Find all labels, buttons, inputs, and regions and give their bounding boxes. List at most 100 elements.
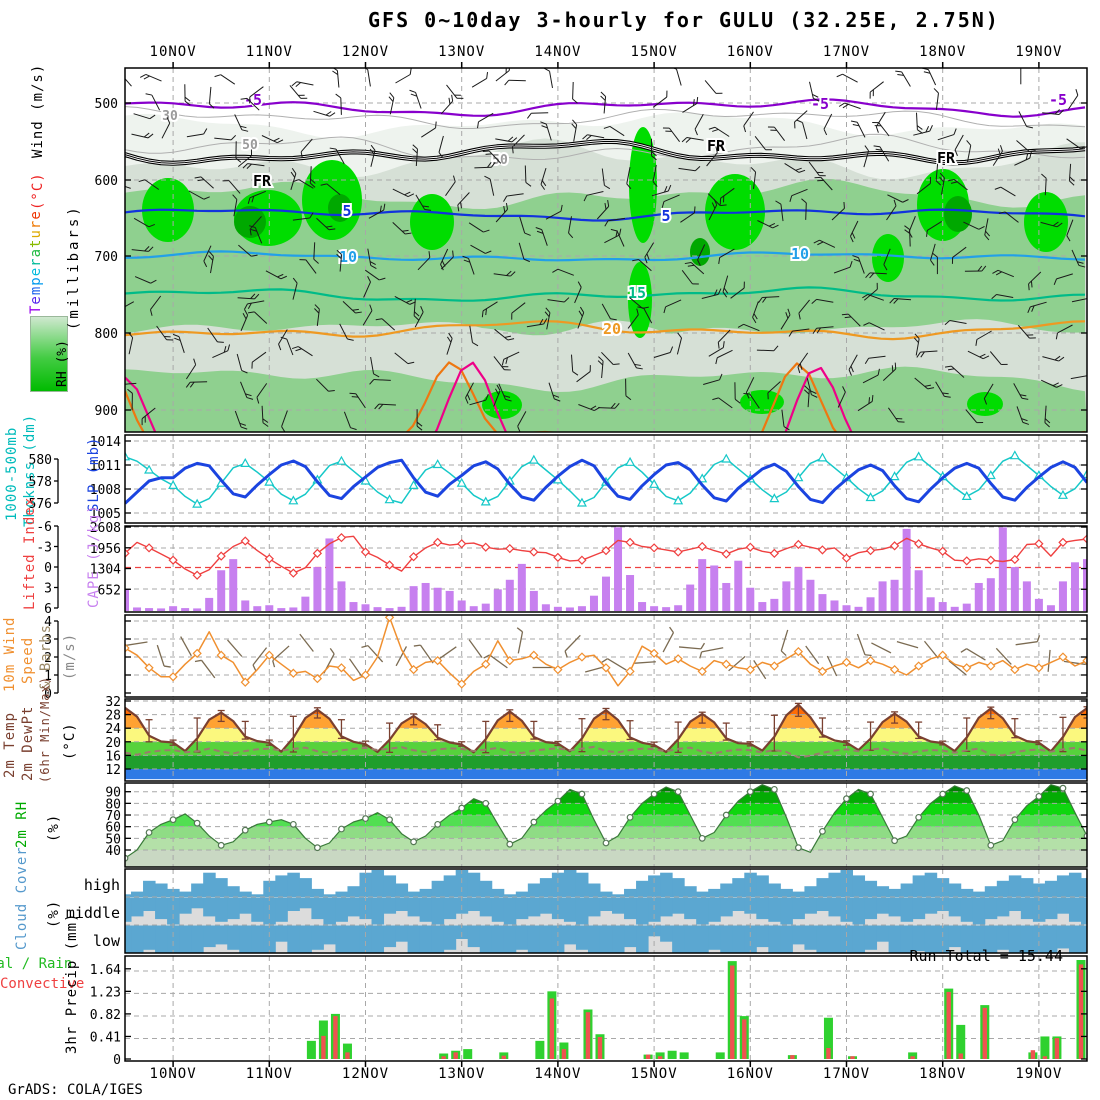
- svg-text:50: 50: [492, 153, 508, 168]
- panel-wind10m: [125, 615, 1087, 697]
- svg-text:4: 4: [44, 615, 52, 630]
- svg-text:60: 60: [105, 821, 121, 836]
- axes: 5006007008009001014101110081005260819561…: [29, 62, 1088, 1068]
- date-label-11nov: 11NOV: [245, 1066, 293, 1082]
- svg-text:16: 16: [105, 749, 121, 764]
- degc-axis-label: (°C): [30, 172, 46, 210]
- run-total-text: Run Total = 15.44: [909, 947, 1063, 965]
- svg-text:5: 5: [342, 202, 351, 220]
- date-label-18nov: 18NOV: [919, 1066, 967, 1082]
- svg-text:1005: 1005: [90, 507, 121, 522]
- svg-text:1956: 1956: [90, 542, 121, 557]
- svg-text:24: 24: [105, 722, 121, 737]
- temp2m-axis-label-1: 2m Temp: [2, 711, 18, 778]
- panel-temp2m: [125, 699, 1087, 781]
- temp2m-units-label: (°C): [62, 722, 78, 760]
- date-label-16nov: 16NOV: [726, 44, 774, 60]
- svg-text:500: 500: [95, 97, 118, 112]
- date-label-18nov: 18NOV: [919, 44, 967, 60]
- svg-text:-6: -6: [36, 520, 52, 535]
- svg-text:-5: -5: [1049, 91, 1067, 109]
- svg-text:20: 20: [603, 320, 621, 338]
- date-label-11nov: 11NOV: [245, 44, 293, 60]
- svg-text:0.41: 0.41: [90, 1030, 121, 1045]
- svg-text:1008: 1008: [90, 483, 121, 498]
- date-label-12nov: 12NOV: [341, 1066, 390, 1082]
- cloud-band-low-label: low: [92, 932, 120, 950]
- temperature-axis-label: Temperature: [28, 210, 44, 314]
- wind-axis-label: Wind (m/s): [30, 63, 46, 158]
- svg-text:FR: FR: [253, 172, 272, 190]
- wind10m-axis-label-1: 10m Wind: [2, 616, 18, 692]
- panel-precip: [125, 956, 1087, 1061]
- svg-text:0: 0: [44, 561, 52, 576]
- precip-total-rain-label: tal / Rain: [0, 956, 73, 972]
- svg-text:-5: -5: [244, 91, 262, 109]
- date-label-19nov: 19NOV: [1015, 44, 1063, 60]
- svg-text:28: 28: [105, 709, 121, 724]
- temperature-letter: e: [28, 295, 44, 305]
- svg-text:10: 10: [791, 245, 809, 263]
- svg-text:2608: 2608: [90, 521, 121, 536]
- wind10m-axis-label-2: Speed: [20, 636, 36, 684]
- svg-text:6: 6: [44, 602, 52, 617]
- svg-text:800: 800: [95, 327, 118, 342]
- temperature-letter: T: [28, 304, 44, 314]
- millibars-axis-label: (millibars): [66, 204, 82, 330]
- svg-text:0: 0: [113, 1053, 121, 1068]
- svg-text:50: 50: [242, 138, 258, 153]
- panel-li-cape: [125, 526, 1087, 612]
- date-label-14nov: 14NOV: [534, 44, 582, 60]
- svg-text:10: 10: [339, 248, 357, 266]
- svg-text:0.82: 0.82: [90, 1008, 121, 1023]
- svg-text:578: 578: [29, 475, 52, 490]
- svg-text:15: 15: [628, 284, 646, 302]
- date-label-10nov: 10NOV: [149, 44, 197, 60]
- rh-legend-swatch: RH (%): [30, 316, 70, 392]
- svg-text:-3: -3: [36, 541, 52, 556]
- svg-text:600: 600: [95, 174, 118, 189]
- svg-text:576: 576: [29, 497, 52, 512]
- date-label-10nov: 10NOV: [149, 1066, 197, 1082]
- cloud-band-middle-label: middle: [65, 904, 120, 922]
- svg-text:900: 900: [95, 404, 118, 419]
- svg-text:2: 2: [44, 651, 52, 666]
- svg-text:1011: 1011: [90, 459, 121, 474]
- credit: GrADS: COLA/IGES: [8, 1082, 143, 1098]
- temp2m-axis-label-3: (6hr Min/Max): [38, 676, 52, 783]
- svg-text:1: 1: [44, 669, 52, 684]
- svg-text:12: 12: [105, 763, 121, 778]
- temperature-letter: e: [28, 266, 44, 277]
- svg-text:80: 80: [105, 797, 121, 812]
- svg-text:32: 32: [105, 695, 121, 710]
- svg-text:90: 90: [105, 786, 121, 801]
- svg-text:1304: 1304: [90, 563, 121, 578]
- thickness-axis-label-1: 1000-500mb: [4, 426, 20, 521]
- cloud-cover-axis-label: Cloud Cover: [14, 846, 30, 950]
- date-label-15nov: 15NOV: [630, 44, 678, 60]
- temperature-letter: m: [28, 285, 44, 296]
- svg-text:FR: FR: [937, 149, 956, 167]
- date-label-16nov: 16NOV: [726, 1066, 774, 1082]
- precip-axis-label: 3hr Precip (mm): [64, 912, 80, 1054]
- date-label-19nov: 19NOV: [1015, 1066, 1063, 1082]
- slp-axis-label: SLP (mb): [86, 436, 102, 512]
- lifted-index-axis-label: Lifted Index: [22, 496, 38, 610]
- precip-convective-label: Convective: [0, 976, 85, 992]
- temperature-letter: a: [28, 247, 44, 258]
- svg-text:3: 3: [44, 581, 52, 596]
- svg-text:700: 700: [95, 250, 118, 265]
- temperature-letter: p: [28, 276, 44, 286]
- temperature-letter: e: [28, 210, 44, 220]
- svg-text:FR: FR: [707, 137, 726, 155]
- page-title: GFS 0~10day 3-hourly for GULU (32.25E, 2…: [368, 8, 1000, 32]
- date-label-17nov: 17NOV: [822, 1066, 871, 1082]
- panel-slp-thickness: [125, 435, 1087, 523]
- date-label-13nov: 13NOV: [438, 1066, 486, 1082]
- cloud-band-high-label: high: [83, 876, 120, 894]
- date-label-14nov: 14NOV: [534, 1066, 582, 1082]
- temperature-letter: t: [28, 238, 44, 248]
